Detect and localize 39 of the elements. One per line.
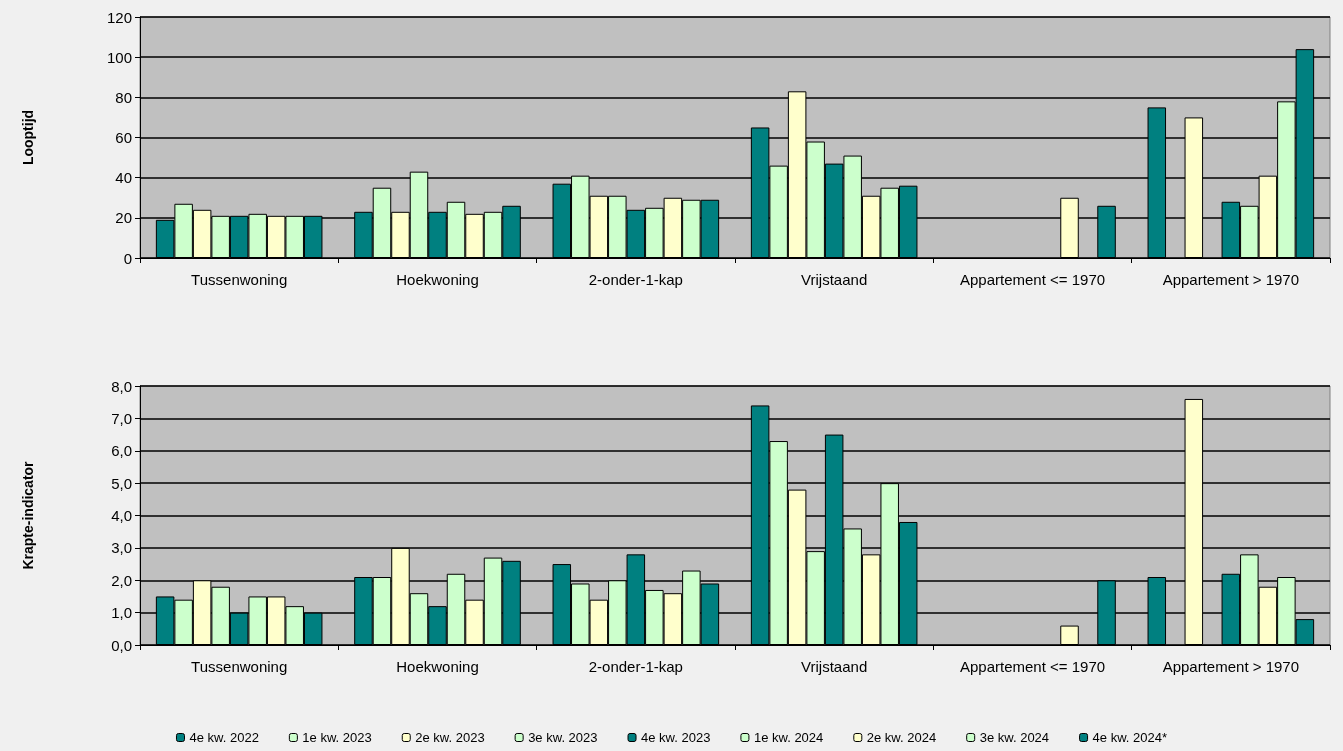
legend-label: 3e kw. 2023 (528, 730, 598, 745)
x-tick-label: Appartement > 1970 (1162, 658, 1300, 675)
y-tick-label: 100 (106, 48, 132, 66)
x-tick-label: 2-onder-1-kap (588, 271, 683, 288)
x-tick-label: Appartement > 1970 (1162, 271, 1300, 288)
y-tick-label: 80 (115, 88, 132, 106)
y-axis-title: Looptijd (20, 109, 36, 166)
y-tick-label: 120 (106, 8, 132, 26)
legend-label: 2e kw. 2023 (415, 730, 485, 745)
x-tick-label: 2-onder-1-kap (588, 658, 683, 675)
y-tick-label: 0 (123, 249, 132, 267)
y-tick-label: 4,0 (111, 507, 132, 524)
legend-label: 2e kw. 2024 (866, 730, 937, 745)
y-tick-label: 60 (115, 129, 132, 146)
legend-label: 4e kw. 2024* (1092, 730, 1168, 745)
y-tick-label: 8,0 (111, 377, 132, 395)
y-axis-title: Krapte-indicator (20, 460, 36, 570)
x-tick-label: Vrijstaand (801, 271, 868, 288)
y-tick-label: 40 (115, 169, 132, 187)
x-tick-label: Vrijstaand (801, 658, 868, 675)
y-tick-label: 0,0 (111, 636, 132, 654)
x-tick-label: Hoekwoning (396, 658, 479, 675)
y-tick-label: 1,0 (111, 604, 132, 622)
legend-label: 1e kw. 2024 (753, 730, 824, 745)
y-tick-label: 6,0 (111, 442, 132, 460)
legend-label: 3e kw. 2024 (979, 730, 1050, 745)
y-tick-label: 3,0 (111, 539, 132, 557)
x-tick-label: Appartement <= 1970 (959, 658, 1106, 675)
y-tick-label: 2,0 (111, 571, 132, 589)
x-tick-label: Appartement <= 1970 (959, 271, 1106, 288)
x-tick-label: Tussenwoning (191, 658, 288, 675)
legend-label: 4e kw. 2022 (189, 730, 259, 745)
y-tick-label: 5,0 (111, 474, 132, 492)
x-tick-label: Tussenwoning (191, 271, 288, 288)
x-tick-label: Hoekwoning (396, 271, 479, 288)
y-tick-label: 7,0 (111, 409, 132, 427)
legend-label: 4e kw. 2023 (641, 730, 711, 745)
legend-label: 1e kw. 2023 (302, 730, 372, 745)
y-tick-label: 20 (115, 209, 132, 227)
